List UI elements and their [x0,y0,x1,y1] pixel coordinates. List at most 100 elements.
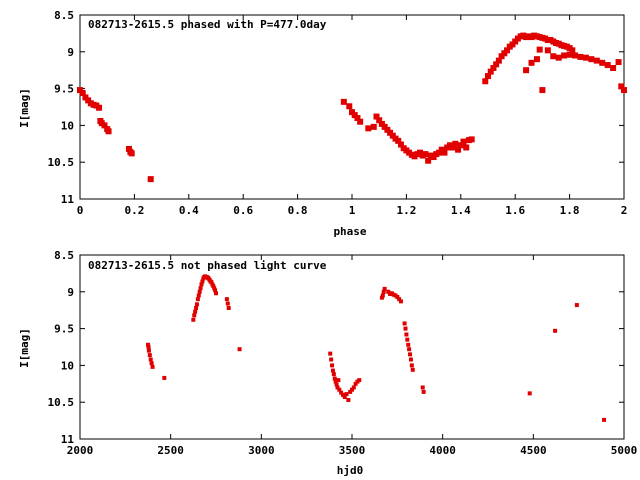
unphased-y-tick-label: 9 [67,286,74,299]
unphased-data-point [148,357,153,362]
unphased-data-point [408,352,413,357]
phased-data-point [101,122,108,129]
unphased-y-tick-label: 10.5 [48,396,75,409]
unphased-data-point [194,305,199,310]
unphased-y-tick-label: 9.5 [54,323,74,336]
phased-data-point [487,68,494,75]
phased-data-point [493,61,500,68]
unphased-data-point [357,378,362,383]
unphased-data-point [527,391,532,396]
phased-data-point [346,103,353,110]
unphased-y-tick-label: 8.5 [54,249,74,262]
unphased-data-point [162,375,167,380]
phased-x-tick-label: 1.2 [396,204,416,217]
unphased-data-point [410,367,415,372]
phased-data-point [482,78,489,85]
phased-data-point [373,113,380,120]
unphased-data-point [334,382,339,387]
unphased-data-point [333,379,338,384]
unphased-data-point [225,301,230,306]
phased-data-point [105,128,112,135]
unphased-data-point [198,286,203,291]
phased-data-point [504,47,511,54]
unphased-data-point [398,299,403,304]
phased-data-point [528,59,535,66]
unphased-data-point [346,397,351,402]
phased-data-point [463,144,470,151]
unphased-data-point [404,332,409,337]
phased-data-point [485,73,491,80]
unphased-x-tick-label: 3500 [339,444,366,457]
phased-data-point [365,125,372,132]
phased-data-point [621,87,627,94]
unphased-data-point [602,417,607,422]
unphased-data-point [194,302,199,307]
phased-x-tick-label: 1.8 [560,204,580,217]
phased-data-point [376,117,383,124]
unphased-data-point [337,387,342,392]
unphased-data-point [397,297,402,302]
unphased-data-point [379,295,384,300]
phased-y-tick-label: 8.5 [54,9,74,22]
phased-x-tick-label: 0.6 [233,204,253,217]
unphased-data-point [150,364,155,369]
unphased-data-point [330,368,335,373]
phased-data-point [561,52,568,59]
unphased-data-point [147,353,152,358]
unphased-data-point [574,303,579,308]
unphased-data-point [191,317,196,322]
phased-data-point [610,64,617,71]
phased-data-point [593,57,600,64]
unphased-data-point [209,280,214,285]
unphased-data-point [350,387,354,392]
phased-data-point [544,47,551,54]
unphased-data-point [332,376,337,381]
unphased-data-point [211,283,216,288]
phased-data-point [96,104,103,111]
phased-data-point [533,56,540,63]
unphased-data-point [200,279,205,284]
phased-data-point [550,53,557,60]
unphased-data-point [353,381,358,386]
unphased-data-point [146,348,151,353]
unphased-data-point [329,357,334,362]
unphased-data-point [386,289,391,294]
unphased-data-point [224,297,229,302]
unphased-data-point [344,392,349,397]
unphased-panel: 082713-2615.5 not phased light curve hjd… [18,249,637,477]
phased-y-tick-label: 10 [61,119,74,132]
unphased-data-point [214,291,218,296]
phased-data-point [618,83,625,90]
unphased-data-point [196,293,201,298]
unphased-data-point [380,293,385,298]
unphased-data-point [146,342,150,347]
unphased-data-point [336,378,341,383]
phased-x-tick-label: 1 [349,204,356,217]
unphased-data-point [213,288,218,293]
unphased-data-point [553,328,558,333]
unphased-data-point [195,297,200,302]
phased-data-point [569,47,576,54]
phased-y-tick-label: 9 [67,46,74,59]
phased-data-point [457,142,464,149]
phased-data-point [615,59,622,66]
phased-data-point [449,144,456,151]
phased-data-point [490,64,497,71]
phased-x-tick-label: 1.6 [505,204,525,217]
unphased-data-point [237,347,242,352]
unphased-data-point [328,351,333,356]
phased-data-point [79,90,86,97]
phased-data-point [460,138,467,145]
phased-data-point [395,137,402,144]
phased-data-point [523,67,530,74]
phased-y-tick-label: 9.5 [54,83,74,96]
phased-data-point [128,150,135,157]
unphased-data-point [212,286,217,291]
unphased-data-point [420,385,425,390]
phased-data-point [577,53,584,60]
unphased-data-point [402,321,407,326]
unphased-data-point [199,282,204,287]
phased-data-point [572,52,579,59]
phased-data-point [539,87,546,94]
